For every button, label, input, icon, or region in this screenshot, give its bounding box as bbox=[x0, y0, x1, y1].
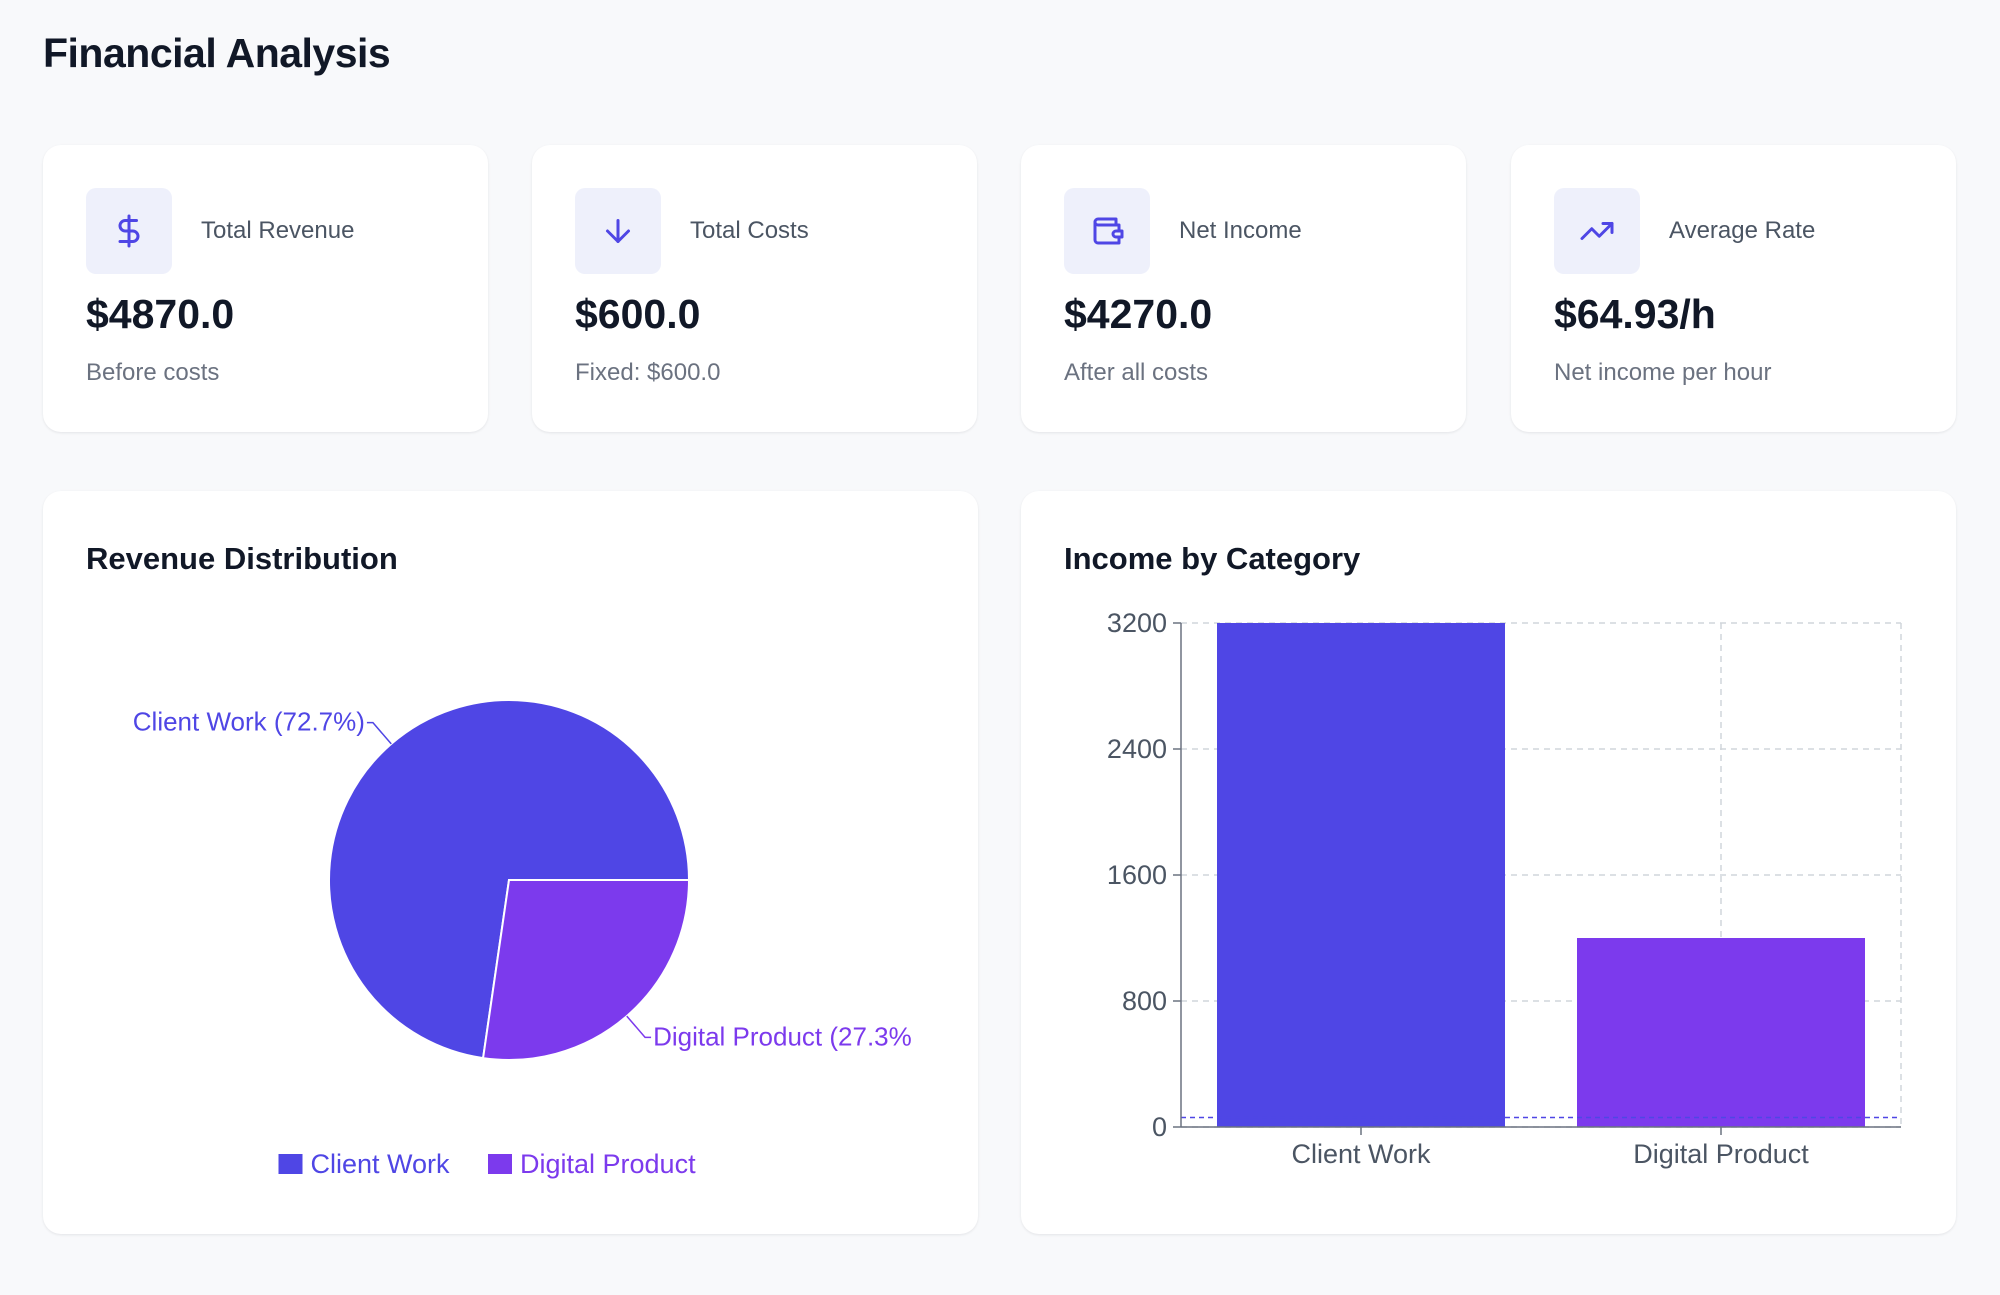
stat-subtext: Before costs bbox=[86, 359, 220, 386]
y-tick-label: 1600 bbox=[1107, 860, 1167, 890]
stat-value: $64.93/h bbox=[1554, 291, 1716, 337]
dollar-icon bbox=[86, 188, 172, 274]
income-by-category-card: Income by Category 0 800 1600 2400 3200 Clien… bbox=[1021, 491, 1956, 1234]
legend-label: Digital Product bbox=[520, 1149, 696, 1179]
chart-title: Income by Category bbox=[1064, 541, 1361, 576]
y-tick-label: 3200 bbox=[1107, 608, 1167, 638]
x-tick-label: Digital Product bbox=[1633, 1139, 1809, 1169]
stat-label: Net Income bbox=[1179, 217, 1302, 244]
chart-title: Revenue Distribution bbox=[86, 541, 398, 576]
revenue-distribution-card: Revenue Distribution Client Work (72.7%)… bbox=[43, 491, 978, 1234]
legend-swatch bbox=[278, 1154, 303, 1174]
stat-card-total-revenue: Total Revenue $4870.0 Before costs bbox=[43, 145, 488, 432]
stat-value: $4870.0 bbox=[86, 291, 235, 337]
legend-label: Client Work bbox=[311, 1149, 451, 1179]
bar bbox=[1217, 623, 1505, 1127]
stat-subtext: After all costs bbox=[1064, 359, 1209, 386]
trending-up-icon bbox=[1554, 188, 1640, 274]
stat-label: Total Costs bbox=[690, 217, 809, 244]
wallet-icon bbox=[1064, 188, 1150, 274]
pie-slice-label: Digital Product (27.3% bbox=[653, 1021, 912, 1051]
bar bbox=[1577, 938, 1865, 1127]
stat-label: Average Rate bbox=[1669, 217, 1816, 244]
stat-value: $600.0 bbox=[575, 291, 701, 337]
stat-card-average-rate: Average Rate $64.93/h Net income per hou… bbox=[1511, 145, 1956, 432]
stat-label: Total Revenue bbox=[201, 217, 355, 244]
y-tick-label: 0 bbox=[1152, 1112, 1167, 1142]
y-tick-label: 800 bbox=[1122, 986, 1167, 1016]
arrow-down-icon bbox=[575, 188, 661, 274]
page-title: Financial Analysis bbox=[43, 30, 391, 76]
x-tick-label: Client Work bbox=[1291, 1139, 1431, 1169]
stat-card-net-income: Net Income $4270.0 After all costs bbox=[1021, 145, 1466, 432]
legend-swatch bbox=[488, 1154, 512, 1174]
stat-card-total-costs: Total Costs $600.0 Fixed: $600.0 bbox=[532, 145, 977, 432]
income-by-category-chart: 0 800 1600 2400 3200 Client Work Digital Produ… bbox=[1107, 608, 1902, 1169]
pie-leader-line bbox=[366, 721, 392, 745]
stat-subtext: Fixed: $600.0 bbox=[575, 359, 721, 386]
pie-leader-line bbox=[626, 1015, 652, 1039]
revenue-distribution-chart: Client Work (72.7%) Digital Product (27.3… bbox=[133, 699, 912, 1179]
y-tick-label: 2400 bbox=[1107, 734, 1167, 764]
stat-subtext: Net income per hour bbox=[1554, 359, 1772, 386]
pie-slice-label: Client Work (72.7%) bbox=[133, 707, 365, 737]
stat-value: $4270.0 bbox=[1064, 291, 1213, 337]
